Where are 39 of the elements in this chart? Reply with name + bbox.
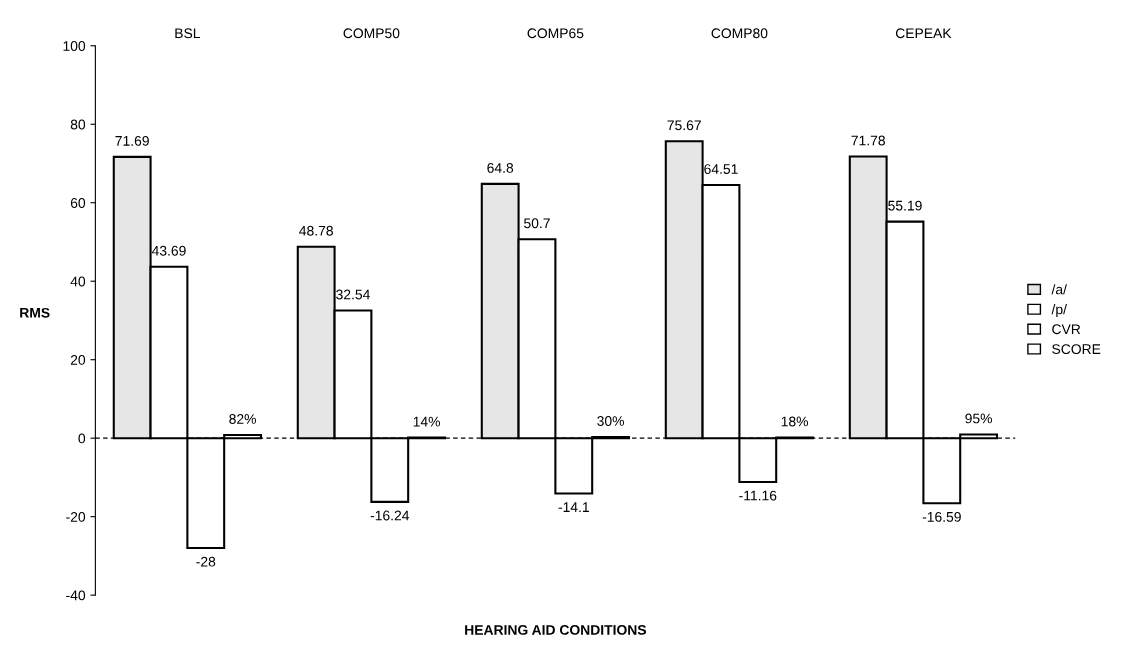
data-label: -11.16 <box>739 490 777 501</box>
x-tick-label: COMP65 <box>527 28 584 39</box>
data-label: 14% <box>413 416 440 427</box>
data-label: 32.54 <box>336 289 370 300</box>
data-label: 30% <box>597 416 624 426</box>
y-axis-title: RMS <box>20 307 50 318</box>
x-tick-label: BSL <box>175 28 201 39</box>
y-tick-label: 80 <box>70 119 86 130</box>
data-label: 48.78 <box>299 225 333 236</box>
y-tick-label: -20 <box>66 511 86 522</box>
data-label: 55.19 <box>888 200 922 211</box>
y-tick-label: 0 <box>78 433 86 444</box>
data-label: 64.51 <box>704 164 738 174</box>
data-label: -14.1 <box>558 502 589 512</box>
y-tick-label: 40 <box>70 276 86 287</box>
legend-label: /a/ <box>1051 284 1067 295</box>
x-tick-label: COMP50 <box>343 28 400 39</box>
data-label: -16.59 <box>922 511 961 522</box>
data-label: 82% <box>229 414 256 424</box>
data-label: -16.24 <box>370 510 410 521</box>
data-label: -28 <box>196 556 216 567</box>
x-axis-title: HEARING AID CONDITIONS <box>465 625 647 635</box>
legend-label: SCORE <box>1052 344 1101 355</box>
x-tick-label: COMP80 <box>711 28 768 39</box>
y-tick-label: 20 <box>70 355 86 365</box>
data-label: 43.69 <box>151 245 186 256</box>
data-label: 71.69 <box>115 135 149 146</box>
legend-label: /p/ <box>1051 304 1067 317</box>
y-tick-label: 100 <box>63 41 86 51</box>
data-label: 95% <box>965 413 993 424</box>
x-tick-label: CEPEAK <box>895 28 952 39</box>
y-tick-label: -40 <box>66 590 86 601</box>
y-tick-label: 60 <box>70 198 86 208</box>
data-label: 50.7 <box>524 218 550 229</box>
data-label: 75.67 <box>667 120 701 131</box>
data-label: 71.78 <box>851 135 885 146</box>
data-label: 64.8 <box>487 162 514 173</box>
data-label: 18% <box>781 416 809 427</box>
legend-label: CVR <box>1052 324 1081 335</box>
